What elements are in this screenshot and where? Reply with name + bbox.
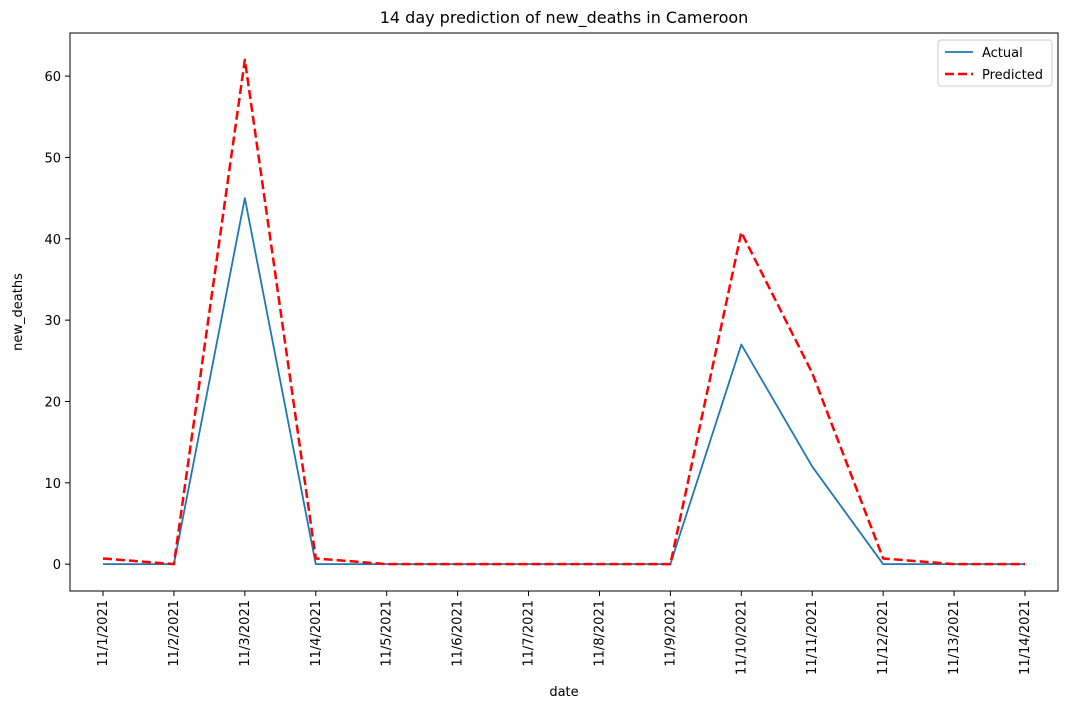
x-tick-label: 11/2/2021 xyxy=(167,600,182,667)
x-tick-label: 11/3/2021 xyxy=(238,600,253,667)
x-tick-label: 11/7/2021 xyxy=(522,600,537,667)
series-line-actual xyxy=(103,197,1025,566)
plot-frame xyxy=(69,32,1059,592)
y-tick-label: 50 xyxy=(44,151,61,166)
series-layer xyxy=(102,58,1025,566)
y-tick-label: 40 xyxy=(44,233,61,248)
x-tick-label: 11/6/2021 xyxy=(451,600,466,667)
plot-area xyxy=(69,32,1059,592)
y-axis: 0 10 20 30 40 50 60 xyxy=(44,70,70,573)
y-tick-label: 0 xyxy=(53,558,61,573)
x-tick-label: 11/14/2021 xyxy=(1018,600,1033,675)
y-axis-label: new_deaths xyxy=(11,273,26,351)
x-tick-label: 11/5/2021 xyxy=(380,600,395,667)
y-tick-label: 60 xyxy=(44,70,61,85)
legend-label: Predicted xyxy=(982,68,1043,83)
x-tick-label: 11/13/2021 xyxy=(947,600,962,675)
chart-title: 14 day prediction of new_deaths in Camer… xyxy=(380,8,749,28)
x-tick-label: 11/4/2021 xyxy=(309,600,324,667)
x-tick-label: 11/1/2021 xyxy=(96,600,111,667)
y-tick-label: 30 xyxy=(44,314,61,329)
x-tick-label: 11/10/2021 xyxy=(734,600,749,675)
x-axis-label: date xyxy=(549,685,578,700)
x-tick-label: 11/12/2021 xyxy=(876,600,891,675)
x-tick-label: 11/8/2021 xyxy=(592,600,607,667)
legend: Actual Predicted xyxy=(937,39,1053,87)
series-line-predicted xyxy=(102,58,1025,566)
legend-label: Actual xyxy=(982,46,1023,61)
x-axis: 11/1/2021 11/2/2021 11/3/2021 11/4/2021 11/5… xyxy=(96,591,1033,675)
x-tick-label: 11/11/2021 xyxy=(805,600,820,675)
x-tick-label: 11/9/2021 xyxy=(663,600,678,667)
y-tick-label: 20 xyxy=(44,395,61,410)
y-tick-label: 10 xyxy=(44,477,61,492)
